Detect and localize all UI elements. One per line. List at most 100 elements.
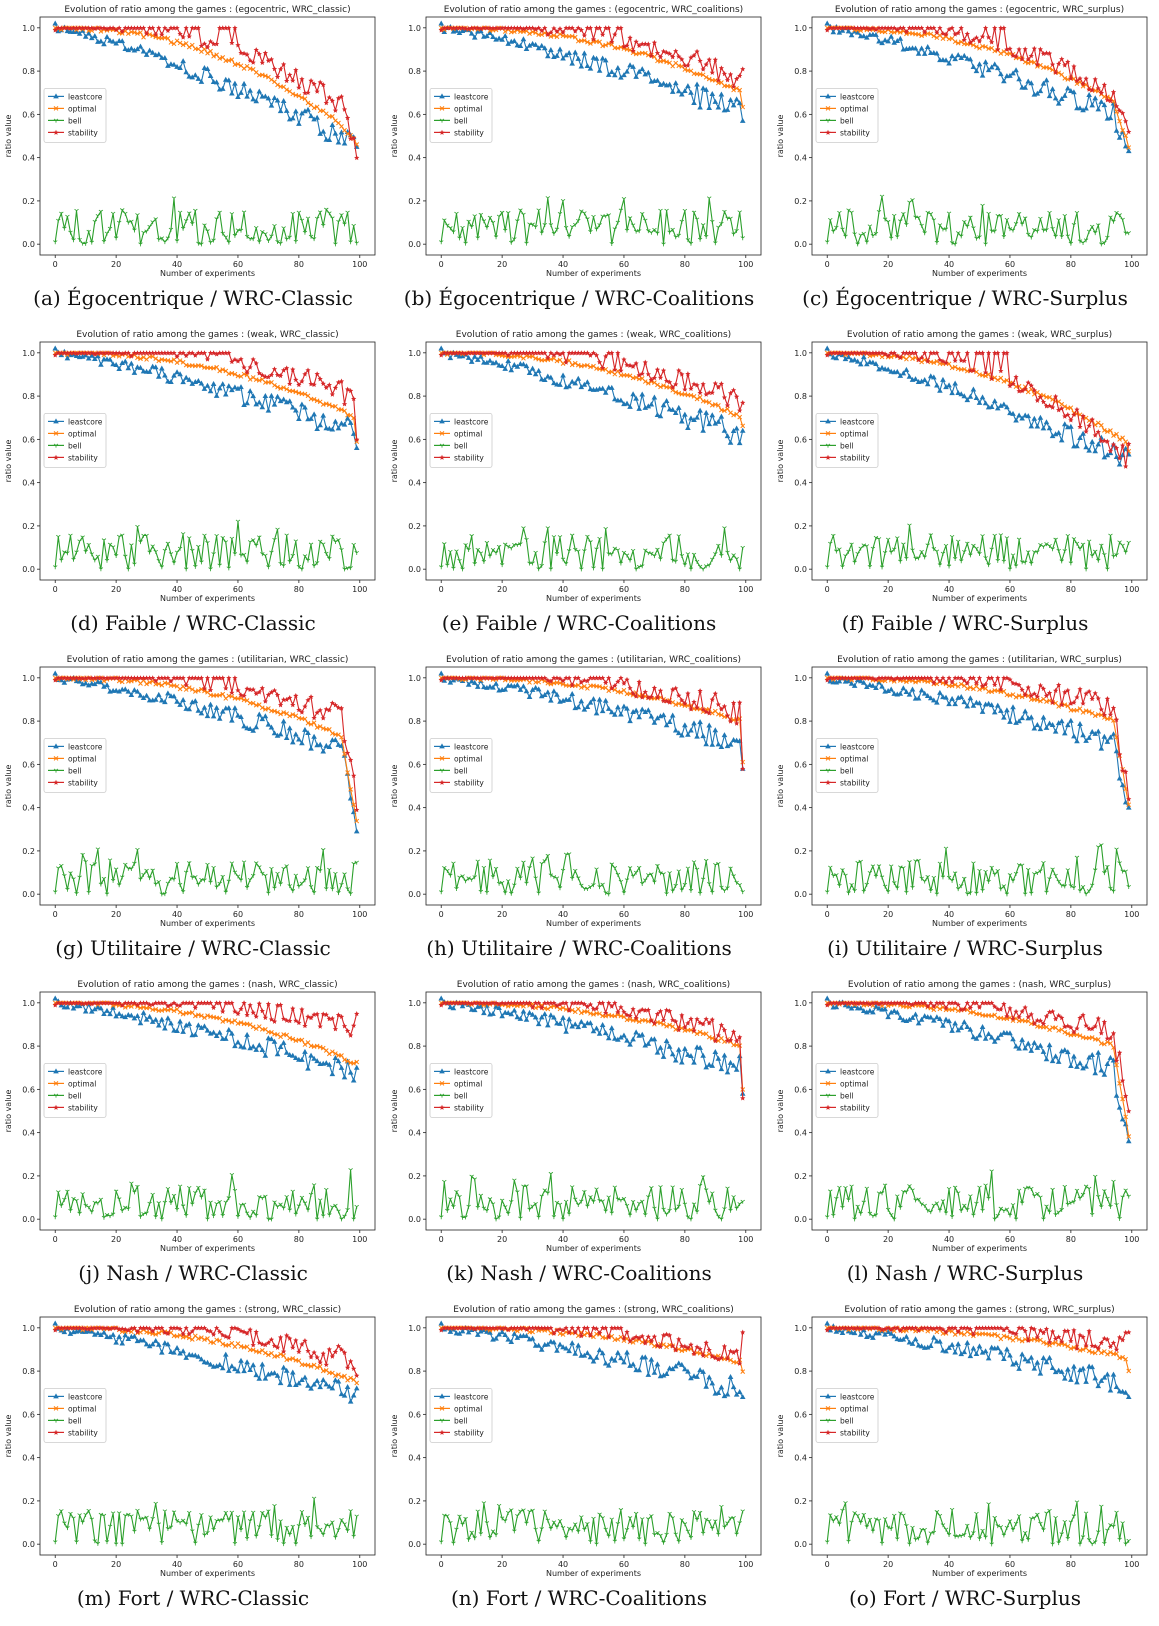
data-point-stability (882, 25, 888, 31)
data-point-stability (873, 26, 879, 33)
data-point-optimal (314, 1043, 320, 1049)
data-point-stability (630, 690, 636, 696)
data-point-leastcore (885, 687, 891, 693)
data-point-optimal (153, 356, 159, 361)
data-point-stability (697, 58, 703, 64)
data-point-leastcore (672, 80, 679, 86)
data-point-optimal (557, 1006, 563, 1012)
data-point-bell (263, 553, 268, 558)
data-point-bell (123, 862, 128, 867)
data-point-stability (824, 27, 830, 33)
data-point-stability (323, 706, 329, 712)
data-point-bell (688, 888, 694, 893)
data-point-leastcore (82, 1008, 89, 1014)
data-point-bell (493, 866, 499, 871)
data-point-optimal (192, 1013, 198, 1019)
data-point-leastcore (931, 374, 937, 380)
data-point-leastcore (119, 1013, 126, 1019)
data-point-leastcore (727, 97, 734, 103)
data-point-leastcore (353, 828, 360, 834)
data-point-bell (876, 537, 882, 542)
data-point-leastcore (296, 120, 302, 126)
data-point-leastcore (271, 94, 278, 100)
data-point-bell (502, 1205, 508, 1210)
data-point-leastcore (1001, 714, 1007, 720)
x-tick-label: 60 (1005, 910, 1015, 919)
data-point-bell (1089, 883, 1095, 888)
data-point-bell (1035, 229, 1040, 234)
data-point-bell (940, 875, 946, 880)
data-point-bell (661, 242, 666, 247)
data-point-stability (645, 694, 651, 701)
data-point-bell (1025, 232, 1031, 237)
data-point-leastcore (213, 1033, 220, 1039)
data-point-leastcore (134, 688, 141, 694)
data-point-leastcore (909, 686, 916, 692)
data-point-optimal (305, 100, 311, 106)
data-point-stability (195, 25, 201, 31)
chart-panel: 0 20 40 60 80 100 0.0 0.2 0.4 0.6 0.8 1.0 Number of … (386, 975, 772, 1300)
data-point-bell (314, 1217, 320, 1222)
data-point-stability (113, 675, 119, 681)
data-point-leastcore (293, 1054, 299, 1060)
data-point-leastcore (575, 55, 582, 61)
y-tick-label: 0.2 (22, 522, 35, 531)
data-point-bell (958, 884, 964, 889)
data-point-bell (630, 223, 636, 228)
data-point-leastcore (1010, 70, 1016, 76)
legend-label: stability (454, 1103, 484, 1112)
data-point-stability (624, 42, 630, 48)
y-tick-label: 0.2 (22, 847, 35, 856)
data-point-leastcore (602, 697, 609, 703)
data-point-stability (153, 1000, 159, 1006)
legend-marker (825, 118, 831, 123)
data-point-stability (487, 25, 493, 31)
data-point-leastcore (566, 1016, 572, 1022)
data-point-bell (728, 558, 733, 563)
data-point-leastcore (924, 693, 931, 699)
data-point-bell (62, 1197, 67, 1202)
data-point-stability (603, 680, 609, 686)
data-point-leastcore (639, 706, 646, 712)
legend-box (43, 1063, 107, 1118)
data-point-stability (162, 675, 168, 681)
data-point-leastcore (624, 68, 630, 74)
data-point-stability (247, 686, 253, 692)
data-point-bell (706, 563, 712, 568)
series-leastcore (824, 345, 1132, 467)
data-point-bell (466, 1204, 471, 1209)
data-point-stability (171, 25, 177, 31)
data-point-bell (703, 234, 709, 239)
data-point-leastcore (551, 380, 557, 386)
data-point-leastcore (478, 28, 484, 34)
data-point-leastcore (946, 701, 952, 707)
data-point-optimal (548, 34, 554, 39)
data-point-bell (445, 563, 450, 568)
data-point-stability (348, 388, 354, 394)
data-point-bell (162, 240, 168, 245)
data-point-stability (265, 1001, 272, 1007)
x-tick-label: 40 (172, 1235, 182, 1244)
data-point-bell (861, 543, 867, 548)
data-point-optimal (642, 379, 648, 384)
data-point-bell (901, 542, 906, 547)
data-point-bell (992, 533, 997, 538)
data-point-leastcore (721, 732, 728, 738)
data-point-leastcore (630, 63, 636, 69)
data-point-bell (627, 1213, 633, 1218)
data-point-leastcore (192, 698, 199, 704)
data-point-leastcore (52, 995, 59, 1001)
data-point-optimal (737, 87, 743, 93)
data-point-leastcore (627, 1041, 633, 1047)
x-axis-label: Number of experiments (932, 594, 1027, 603)
data-point-optimal (141, 677, 146, 683)
data-point-bell (186, 211, 192, 216)
data-point-bell (882, 551, 888, 556)
data-point-leastcore (250, 727, 256, 733)
data-point-leastcore (332, 130, 339, 136)
data-point-stability (572, 350, 578, 356)
data-point-bell (518, 1216, 523, 1221)
data-point-optimal (250, 700, 256, 706)
